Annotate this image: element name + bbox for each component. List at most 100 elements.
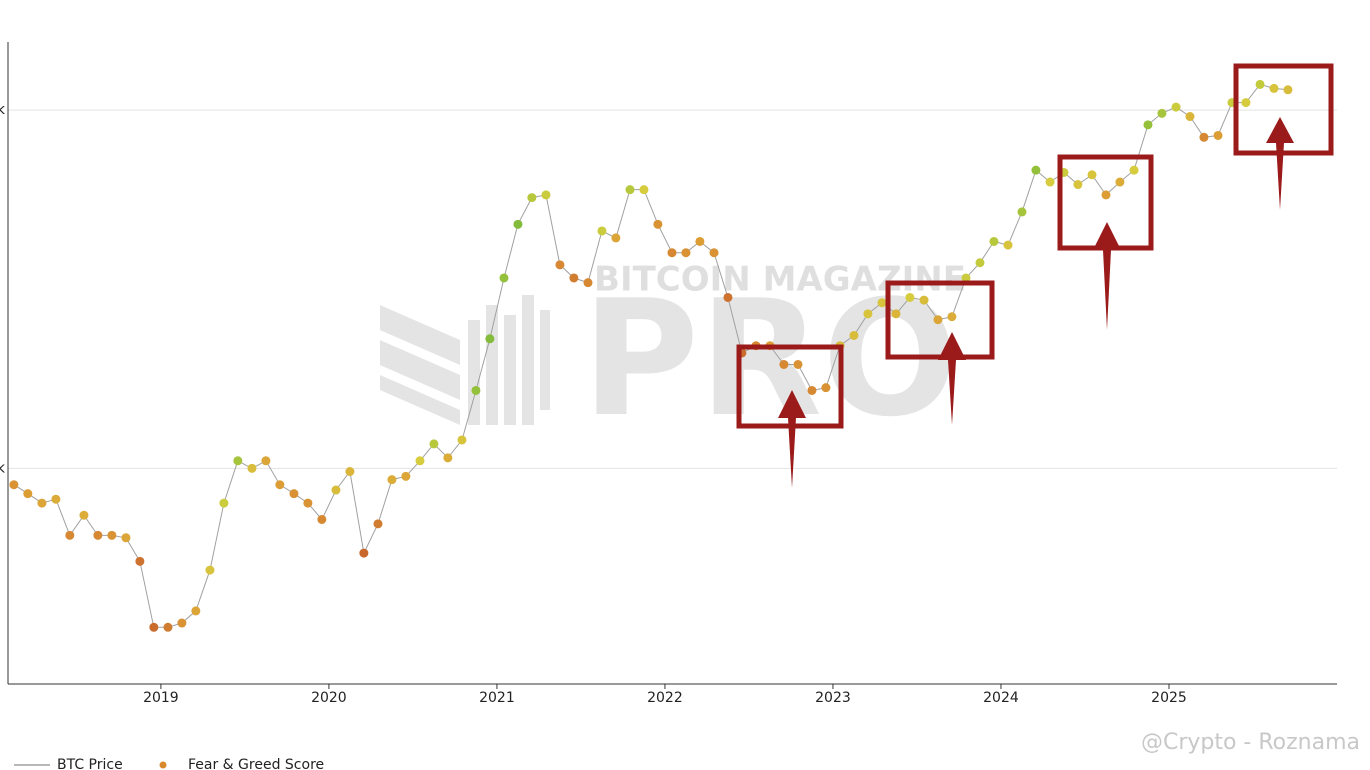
sentiment-dot — [555, 260, 565, 270]
plot-area — [8, 79, 1337, 632]
sentiment-dot — [1199, 132, 1209, 142]
watermark-title: BITCOIN MAGAZINE — [594, 260, 966, 300]
sentiment-dot — [275, 480, 285, 490]
sentiment-dot — [569, 273, 579, 283]
sentiment-dot — [359, 548, 369, 558]
sentiment-dot — [93, 530, 103, 540]
sentiment-dot — [401, 471, 411, 481]
sentiment-dot — [443, 453, 453, 463]
arrow — [1093, 222, 1121, 330]
sentiment-dot — [289, 489, 299, 499]
x-tick-label: 2024 — [983, 690, 1019, 706]
x-tick-label: 2023 — [815, 690, 851, 706]
sentiment-dot — [135, 556, 145, 566]
sentiment-dot — [1003, 240, 1013, 250]
sentiment-dot — [1115, 177, 1125, 187]
sentiment-dot — [107, 530, 117, 540]
sentiment-dot — [541, 190, 551, 200]
legend-label: BTC Price — [57, 757, 123, 770]
sentiment-dot — [387, 475, 397, 485]
sentiment-dot — [219, 498, 229, 508]
y-tick-label: 100k — [0, 102, 6, 118]
sentiment-dot — [933, 315, 943, 325]
sentiment-dot — [667, 248, 677, 258]
sentiment-dot — [793, 359, 803, 369]
sentiment-dot — [513, 219, 523, 229]
sentiment-dot — [821, 383, 831, 393]
sentiment-dot — [233, 456, 243, 466]
arrow — [938, 332, 966, 425]
sentiment-dot — [1073, 180, 1083, 190]
sentiment-dot — [317, 514, 327, 524]
legend: BTC Price Fear & Greed Score — [14, 757, 324, 770]
x-tick-label: 2020 — [311, 690, 347, 706]
sentiment-dot — [1213, 130, 1223, 140]
sentiment-dot — [23, 489, 33, 499]
sentiment-dot — [191, 606, 201, 616]
sentiment-dot — [891, 309, 901, 319]
sentiment-dot — [639, 185, 649, 195]
sentiment-dot — [485, 334, 495, 344]
arrow — [1266, 117, 1294, 210]
sentiment-dot — [121, 533, 131, 543]
sentiment-dot — [65, 530, 75, 540]
sentiment-dot — [177, 618, 187, 628]
sentiment-dot — [849, 330, 859, 340]
watermark-logo — [380, 295, 550, 425]
sentiment-dot — [429, 439, 439, 449]
sentiment-dot — [51, 494, 61, 504]
sentiment-dot — [1045, 177, 1055, 187]
sentiment-dot — [975, 258, 985, 268]
sentiment-dot — [247, 463, 257, 473]
sentiment-dot — [9, 480, 19, 490]
sentiment-dot — [37, 498, 47, 508]
sentiment-dot — [919, 295, 929, 305]
sentiment-dot — [149, 622, 159, 632]
x-tick-label: 2019 — [143, 690, 179, 706]
x-tick-label: 2022 — [647, 690, 683, 706]
sentiment-dot — [863, 309, 873, 319]
sentiment-dot — [373, 519, 383, 529]
x-tick-label: 2021 — [479, 690, 515, 706]
sentiment-dot — [1269, 83, 1279, 93]
sentiment-dot — [807, 385, 817, 395]
sentiment-dot — [303, 498, 313, 508]
sentiment-dot — [961, 273, 971, 283]
sentiment-dot — [1185, 112, 1195, 122]
watermark: BITCOIN MAGAZINE PRO — [380, 260, 966, 452]
sentiment-dot — [1143, 120, 1153, 130]
sentiment-dot — [989, 236, 999, 246]
sentiment-dot — [905, 292, 915, 302]
sentiment-dot — [625, 185, 635, 195]
sentiment-dot — [947, 312, 957, 322]
sentiment-dot — [527, 193, 537, 203]
sentiment-dot — [877, 298, 887, 308]
sentiment-dot — [1017, 207, 1027, 217]
sentiment-dot — [163, 622, 173, 632]
sentiment-dot — [345, 466, 355, 476]
sentiment-dot — [695, 236, 705, 246]
sentiment-dot — [79, 510, 89, 520]
sentiment-dot — [1129, 165, 1139, 175]
sentiment-dot — [1157, 108, 1167, 118]
sentiment-dot — [611, 233, 621, 243]
sentiment-dot — [205, 565, 215, 575]
legend-label: Fear & Greed Score — [188, 757, 324, 770]
sentiment-dot — [1031, 165, 1041, 175]
sentiment-dot — [1087, 170, 1097, 180]
sentiment-dot — [331, 485, 341, 495]
x-tick-label: 2025 — [1151, 690, 1187, 706]
legend-dot — [159, 761, 167, 769]
sentiment-dot — [597, 226, 607, 236]
sentiment-dot — [1101, 190, 1111, 200]
sentiment-dot — [779, 359, 789, 369]
sentiment-dot — [471, 385, 481, 395]
sentiment-dot — [681, 248, 691, 258]
highlight-box — [1233, 63, 1334, 156]
sentiment-dot — [709, 248, 719, 258]
arrows — [778, 117, 1294, 488]
credit-watermark: @Crypto - Roznama — [1141, 730, 1360, 755]
sentiment-dot — [499, 273, 509, 283]
y-tick-label: 10k — [0, 460, 6, 476]
